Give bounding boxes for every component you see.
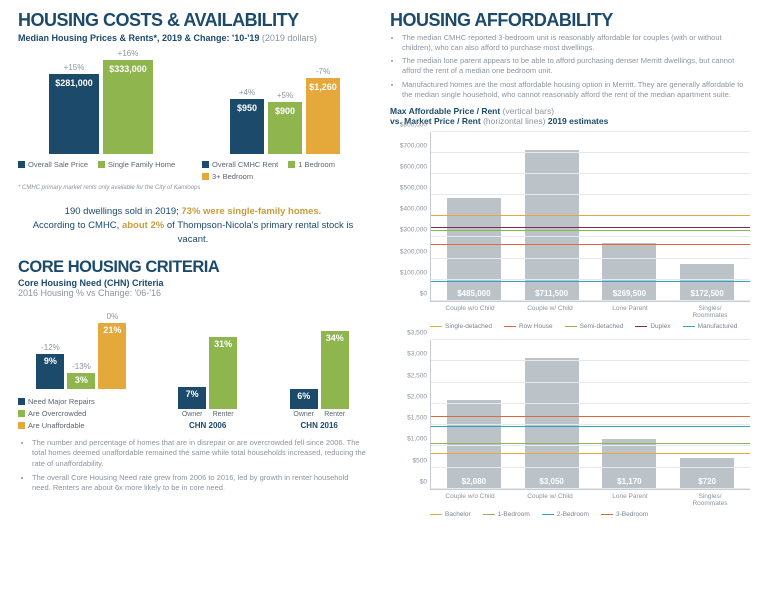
chn-criteria-chart: -12%9%-13%3%0%21% Need Major RepairsAre … (18, 304, 145, 430)
price-chart: +15%$281,000+16%$333,000 Overall Sale Pr… (18, 49, 184, 181)
affordability-title: HOUSING AFFORDABILITY (390, 10, 750, 31)
rent-affordability-chart: $2,080$3,050$1,170$720 $0$500$1,000$1,50… (430, 340, 750, 490)
price-affordability-chart: $485,000$711,500$269,500$172,500 $0$100,… (430, 132, 750, 302)
chn-subtitle: Core Housing Need (CHN) Criteria 2016 Ho… (18, 278, 368, 298)
right-column: HOUSING AFFORDABILITY The median CMHC re… (376, 0, 768, 595)
chn-2006-chart: 7%31% OwnerRenter CHN 2006 (159, 324, 257, 430)
chn-title: CORE HOUSING CRITERIA (18, 258, 368, 277)
affordability-intro: The median CMHC reported 3-bedroom unit … (390, 33, 750, 100)
rent-lines-legend: Bachelor1-Bedroom2-Bedroom3-Bedroom (430, 511, 750, 518)
costs-subtitle: Median Housing Prices & Rents*, 2019 & C… (18, 33, 368, 43)
highlight-text: 190 dwellings sold in 2019; 73% were sin… (18, 205, 368, 246)
cmhc-footnote: * CMHC primary market rents only availab… (18, 185, 368, 191)
rent-chart: +4%$950+5%$900-7%$1,260 Overall CMHC Ren… (202, 49, 368, 181)
price-rent-charts: +15%$281,000+16%$333,000 Overall Sale Pr… (18, 49, 368, 181)
costs-title: HOUSING COSTS & AVAILABILITY (18, 10, 368, 31)
chn-bullets: The number and percentage of homes that … (18, 438, 368, 493)
price-lines-legend: Single-detachedRow HouseSemi-detachedDup… (430, 323, 750, 330)
chn-2016-chart: 6%34% OwnerRenter CHN 2016 (270, 324, 368, 430)
left-column: HOUSING COSTS & AVAILABILITY Median Hous… (0, 0, 376, 595)
chart-caption: Max Affordable Price / Rent (vertical ba… (390, 106, 750, 126)
chn-charts: -12%9%-13%3%0%21% Need Major RepairsAre … (18, 304, 368, 430)
